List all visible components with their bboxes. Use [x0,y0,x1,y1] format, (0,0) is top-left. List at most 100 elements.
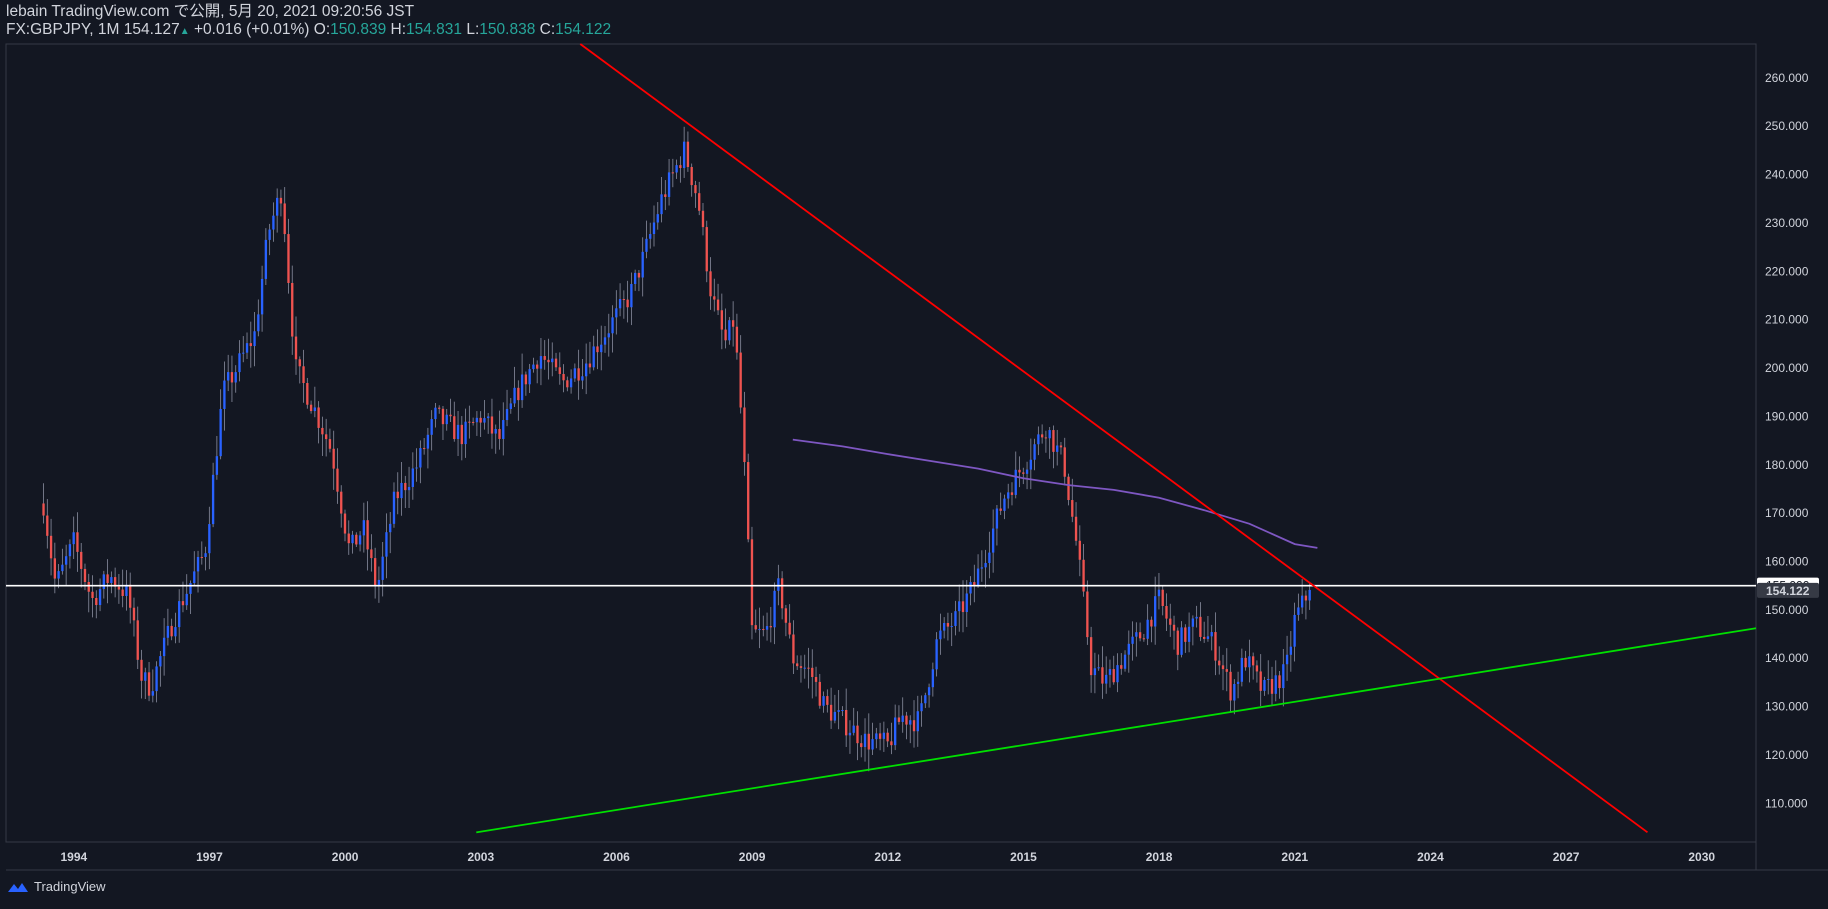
candle-body [53,558,57,579]
price-tick-label: 230.000 [1765,216,1809,230]
candle-body [502,420,505,439]
candle-body [1236,681,1240,684]
price-axis[interactable]: 110.000 120.000 130.000 140.000 150.000 160.0… [1765,71,1809,810]
candle-body [230,372,234,383]
chart-header: lebain TradingView.com で公開, 5月 20, 2021 … [6,3,611,41]
footer-brand[interactable]: TradingView [6,879,106,894]
time-axis[interactable]: 1994 1997 2000 2003 2006 2009 2012 2015 2018 2021… [60,850,1715,864]
candle-body [42,503,45,516]
candle-body [426,434,430,449]
candle-body [618,299,622,309]
price-tick-label: 170.000 [1765,506,1809,520]
candle-body [588,363,592,368]
candle-body [494,428,497,434]
candle-body [822,696,825,706]
candle-body [626,299,629,308]
candle-body [1003,498,1006,511]
candle-body [321,427,324,435]
price-tick-label: 250.000 [1765,119,1809,133]
candle-body [351,534,354,544]
candle-body [174,627,177,637]
candle-body [227,372,230,381]
candle-body [935,639,938,670]
candle-body [460,424,463,445]
candle-body [995,508,999,529]
price-tick-label: 180.000 [1765,458,1809,472]
candle-body [1165,605,1168,619]
candle-body [298,359,301,367]
candle-body [238,353,241,373]
candle-body [641,251,644,278]
candle-body [1007,492,1010,499]
candle-body [611,317,614,334]
candle-body [784,608,788,623]
candle-body [532,364,535,370]
candle-body [125,584,128,596]
resistance-trendline [579,43,1649,834]
candle-body [287,234,290,283]
candle-body [622,299,626,301]
candle-body [185,593,188,606]
candle-body [765,626,769,630]
candle-body [1097,667,1100,669]
candle-body [471,421,475,423]
close-label: C: [539,21,556,38]
time-tick-label: 2021 [1281,850,1308,864]
price-tick-label: 160.000 [1765,554,1809,568]
candle-body [456,424,460,439]
candle-body [969,582,972,594]
candle-body [600,344,603,353]
candle-body [894,717,897,746]
candle-body [419,448,422,468]
candle-body [498,428,501,439]
candle-body [234,372,237,383]
candle-body [1056,445,1059,452]
candle-body [1304,595,1308,601]
candle-body [814,677,818,682]
symbol-label: FX:GBPJPY, 1M [6,21,120,38]
candle-body [1052,430,1055,452]
candle-body [999,508,1002,511]
candle-body [837,710,840,712]
candle-body [878,733,882,739]
candle-body [68,544,72,557]
candle-body [475,417,479,423]
candle-body [83,568,87,582]
candle-body [317,407,320,428]
candle-body [1025,469,1029,474]
candle-body [886,732,889,742]
candle-body [257,314,260,332]
time-tick-label: 2015 [1010,850,1037,864]
candle-body [528,369,531,385]
candle-body [464,421,467,445]
candle-body [796,663,799,667]
candle-body [698,193,701,211]
last-price-tag [1757,582,1819,598]
candle-body [705,227,708,272]
candle-body [754,625,757,630]
candle-body [1074,516,1078,541]
last-price-label: 154.122 [1766,584,1810,598]
candle-body [592,346,595,368]
price-tick-label: 190.000 [1765,409,1809,423]
candle-body [513,387,516,404]
candle-body [144,672,147,681]
candle-body [596,346,599,353]
candle-body [1037,434,1040,445]
price-labels: 155.000154.122 [1757,577,1819,598]
candle-body [343,513,347,534]
candle-body [76,532,79,552]
candle-body [1150,619,1153,627]
candle-body [193,571,196,584]
candle-body [649,234,652,239]
candle-body [80,551,83,569]
candle-body [430,419,433,435]
candle-body [1274,675,1277,694]
candle-body [818,681,821,706]
candle-body [1063,447,1066,477]
time-tick-label: 2024 [1417,850,1444,864]
low-label: L: [466,21,480,38]
candle-body [833,711,837,721]
candle-body [954,611,957,626]
